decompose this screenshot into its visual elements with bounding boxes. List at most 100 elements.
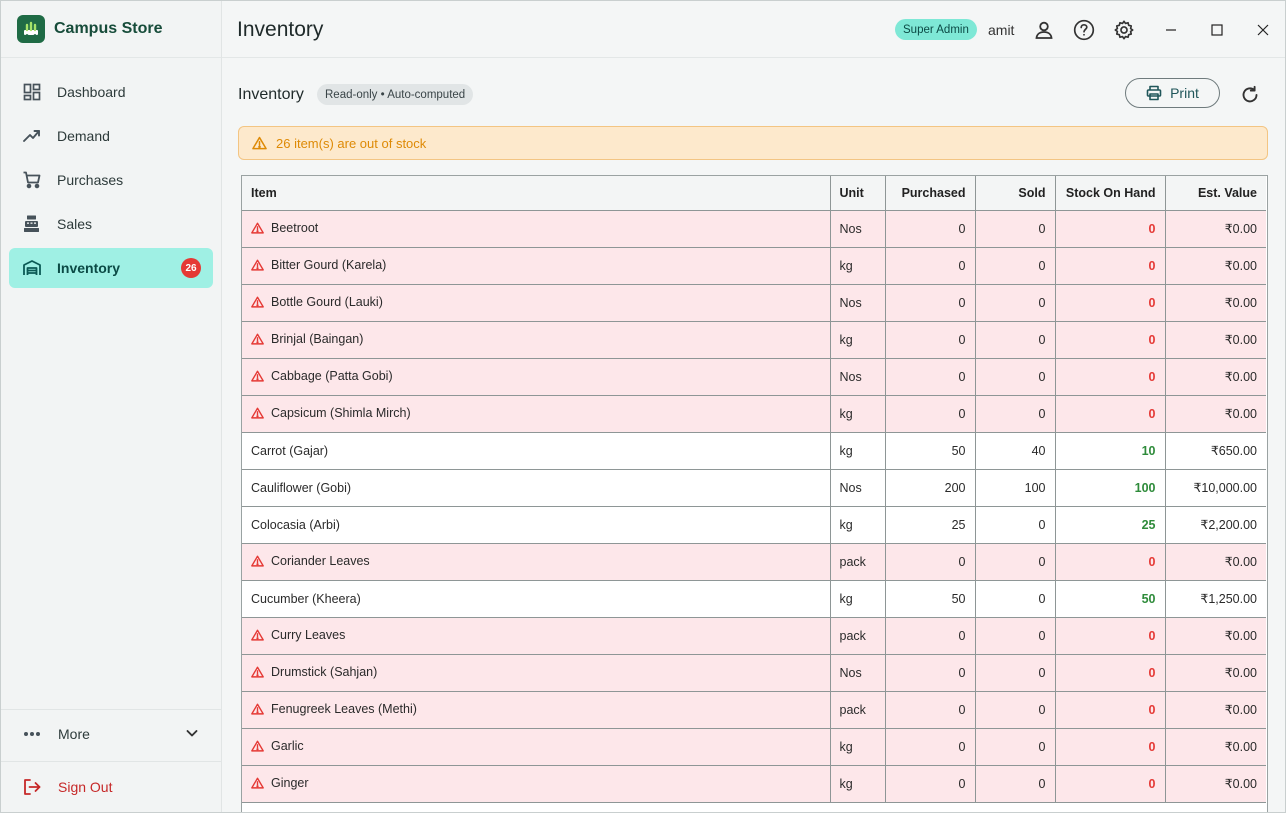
brand: Campus Store <box>1 1 221 58</box>
column-header-sold[interactable]: Sold <box>975 176 1056 211</box>
minimize-window-button[interactable] <box>1159 18 1183 42</box>
cell-unit: kg <box>830 765 886 803</box>
cell-purchased: 0 <box>885 691 976 729</box>
cell-est-value: ₹0.00 <box>1165 728 1266 766</box>
warning-icon <box>251 259 264 274</box>
cell-sold: 0 <box>975 765 1056 803</box>
cell-est-value: ₹0.00 <box>1165 691 1266 729</box>
item-name: Cucumber (Kheera) <box>251 591 361 606</box>
sidebar-item-label: Dashboard <box>57 84 126 100</box>
warning-icon <box>251 740 264 755</box>
column-header-est-value[interactable]: Est. Value <box>1165 176 1266 211</box>
table-row[interactable]: Carrot (Gajar) kg 50 40 10 ₹650.00 <box>242 432 1266 470</box>
top-bar: Inventory Super Admin amit <box>222 1 1285 58</box>
cash-register-icon <box>21 213 43 235</box>
table-row[interactable]: Cucumber (Kheera) kg 50 0 50 ₹1,250.00 <box>242 580 1266 618</box>
table-row[interactable]: Cabbage (Patta Gobi) Nos 0 0 0 ₹0.00 <box>242 358 1266 396</box>
cell-sold: 0 <box>975 358 1056 396</box>
inventory-table: Item Unit Purchased Sold Stock On Hand E… <box>242 176 1266 803</box>
sidebar-item-purchases[interactable]: Purchases <box>9 160 213 200</box>
column-header-item[interactable]: Item <box>242 176 831 211</box>
column-header-stock-on-hand[interactable]: Stock On Hand <box>1055 176 1166 211</box>
item-name: Drumstick (Sahjan) <box>271 664 378 679</box>
warning-icon <box>251 296 264 311</box>
warning-icon <box>251 629 264 644</box>
table-row[interactable]: Drumstick (Sahjan) Nos 0 0 0 ₹0.00 <box>242 654 1266 692</box>
sidebar-item-dashboard[interactable]: Dashboard <box>9 72 213 112</box>
cell-purchased: 0 <box>885 358 976 396</box>
table-row[interactable]: Ginger kg 0 0 0 ₹0.00 <box>242 765 1266 803</box>
maximize-window-button[interactable] <box>1205 18 1229 42</box>
table-row[interactable]: Coriander Leaves pack 0 0 0 ₹0.00 <box>242 543 1266 581</box>
user-icon[interactable] <box>1032 18 1056 42</box>
table-row[interactable]: Fenugreek Leaves (Methi) pack 0 0 0 ₹0.00 <box>242 691 1266 729</box>
table-row[interactable]: Bottle Gourd (Lauki) Nos 0 0 0 ₹0.00 <box>242 284 1266 322</box>
warning-icon <box>251 407 264 422</box>
logout-icon <box>21 777 43 797</box>
sidebar-item-sales[interactable]: Sales <box>9 204 213 244</box>
cell-item: Cucumber (Kheera) <box>242 580 831 618</box>
cart-icon <box>21 169 43 191</box>
cell-stock-on-hand: 25 <box>1055 506 1166 544</box>
cell-est-value: ₹2,200.00 <box>1165 506 1266 544</box>
cell-unit: kg <box>830 321 886 359</box>
table-header-row: Item Unit Purchased Sold Stock On Hand E… <box>242 176 1266 211</box>
cell-est-value: ₹0.00 <box>1165 210 1266 248</box>
main-content: Inventory Read-only • Auto-computed Prin… <box>222 58 1285 812</box>
table-row[interactable]: Colocasia (Arbi) kg 25 0 25 ₹2,200.00 <box>242 506 1266 544</box>
table-row[interactable]: Brinjal (Baingan) kg 0 0 0 ₹0.00 <box>242 321 1266 359</box>
cell-stock-on-hand: 10 <box>1055 432 1166 470</box>
cell-purchased: 0 <box>885 543 976 581</box>
cell-est-value: ₹0.00 <box>1165 247 1266 285</box>
cell-unit: kg <box>830 395 886 433</box>
close-window-button[interactable] <box>1251 18 1275 42</box>
table-row[interactable]: Beetroot Nos 0 0 0 ₹0.00 <box>242 210 1266 248</box>
table-row[interactable]: Curry Leaves pack 0 0 0 ₹0.00 <box>242 617 1266 655</box>
help-icon[interactable] <box>1072 18 1096 42</box>
cell-est-value: ₹0.00 <box>1165 284 1266 322</box>
refresh-icon[interactable] <box>1238 83 1262 107</box>
cell-sold: 0 <box>975 654 1056 692</box>
stock-value: 0 <box>1148 332 1156 347</box>
cell-stock-on-hand: 0 <box>1055 210 1166 248</box>
cell-item: Carrot (Gajar) <box>242 432 831 470</box>
table-row[interactable]: Cauliflower (Gobi) Nos 200 100 100 ₹10,000.00 <box>242 469 1266 507</box>
cell-stock-on-hand: 0 <box>1055 358 1166 396</box>
cell-unit: Nos <box>830 358 886 396</box>
cell-item: Garlic <box>242 728 831 766</box>
table-row[interactable]: Bitter Gourd (Karela) kg 0 0 0 ₹0.00 <box>242 247 1266 285</box>
out-of-stock-alert: 26 item(s) are out of stock <box>238 126 1268 160</box>
warehouse-icon <box>21 257 43 279</box>
cell-purchased: 50 <box>885 432 976 470</box>
cell-est-value: ₹0.00 <box>1165 654 1266 692</box>
sidebar-item-label: Purchases <box>57 172 124 188</box>
table-row[interactable]: Capsicum (Shimla Mirch) kg 0 0 0 ₹0.00 <box>242 395 1266 433</box>
sign-out-button[interactable]: Sign Out <box>1 761 221 812</box>
stock-value: 50 <box>1141 591 1156 606</box>
cell-sold: 0 <box>975 321 1056 359</box>
sidebar-item-demand[interactable]: Demand <box>9 116 213 156</box>
cell-est-value: ₹0.00 <box>1165 765 1266 803</box>
cell-item: Bottle Gourd (Lauki) <box>242 284 831 322</box>
item-name: Bottle Gourd (Lauki) <box>271 294 383 309</box>
settings-gear-icon[interactable] <box>1112 18 1136 42</box>
cell-sold: 100 <box>975 469 1056 507</box>
warning-icon <box>252 136 267 150</box>
stock-value: 0 <box>1148 665 1156 680</box>
item-name: Carrot (Gajar) <box>251 443 329 458</box>
print-button[interactable]: Print <box>1125 78 1220 108</box>
column-header-unit[interactable]: Unit <box>830 176 886 211</box>
inventory-table-container[interactable]: Item Unit Purchased Sold Stock On Hand E… <box>241 175 1268 812</box>
cell-est-value: ₹1,250.00 <box>1165 580 1266 618</box>
more-toggle[interactable]: More <box>1 709 221 758</box>
stock-value: 0 <box>1148 702 1156 717</box>
cell-item: Fenugreek Leaves (Methi) <box>242 691 831 729</box>
warning-icon <box>251 370 264 385</box>
sidebar-item-inventory[interactable]: Inventory 26 <box>9 248 213 288</box>
cell-purchased: 0 <box>885 728 976 766</box>
cell-stock-on-hand: 0 <box>1055 321 1166 359</box>
print-label: Print <box>1170 85 1199 101</box>
column-header-purchased[interactable]: Purchased <box>885 176 976 211</box>
table-row[interactable]: Garlic kg 0 0 0 ₹0.00 <box>242 728 1266 766</box>
cell-unit: kg <box>830 506 886 544</box>
